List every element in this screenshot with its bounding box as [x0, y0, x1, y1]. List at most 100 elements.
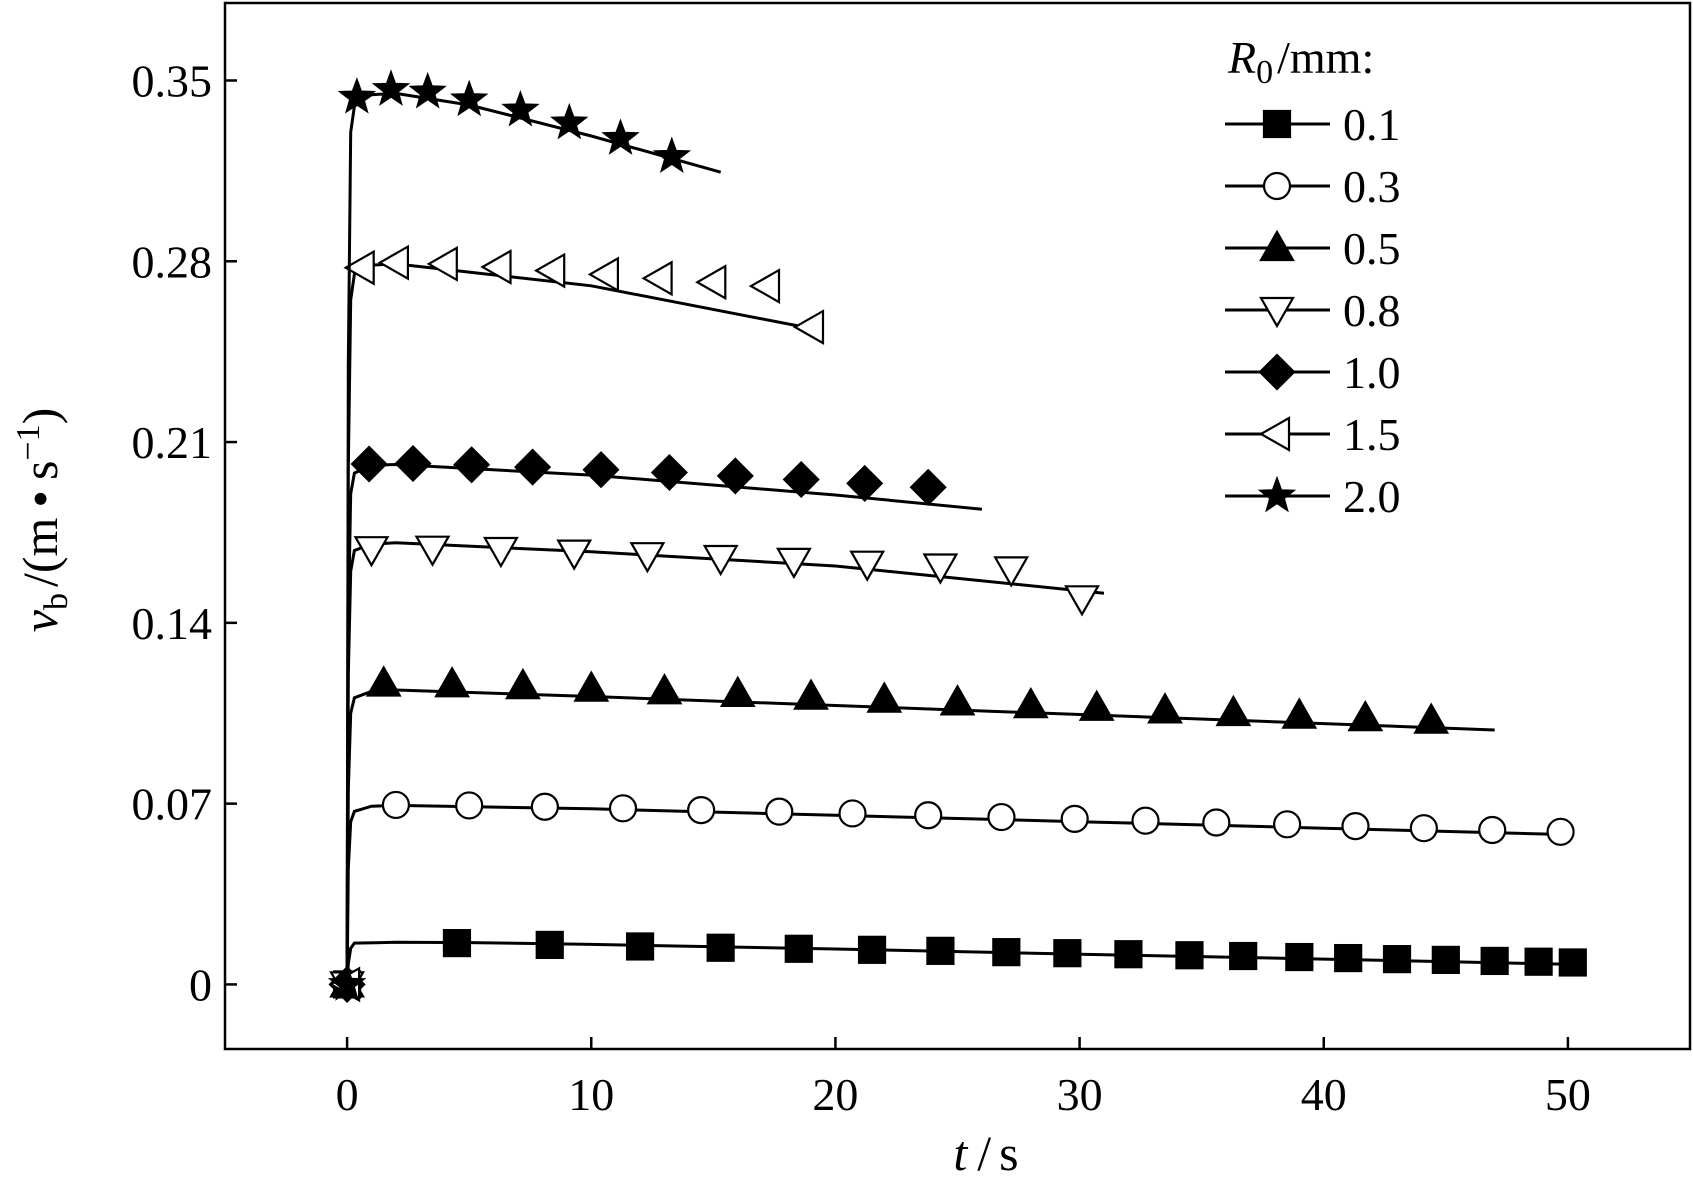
- data-point: [695, 264, 727, 301]
- data-point: [748, 268, 781, 304]
- data-point: [442, 929, 472, 958]
- y-tick-label: 0.14: [132, 598, 213, 649]
- x-tick-label: 10: [568, 1069, 614, 1120]
- data-point: [1281, 697, 1318, 729]
- data-point: [1334, 943, 1363, 973]
- legend-entry-0.5: 0.5: [1225, 223, 1401, 274]
- data-point: [1285, 942, 1314, 972]
- data-point: [1175, 941, 1204, 970]
- data-point: [1229, 941, 1258, 971]
- data-point: [706, 933, 735, 962]
- y-axis-label: vb /(m • s−1): [10, 408, 75, 632]
- data-point: [343, 249, 375, 286]
- data-point: [394, 444, 432, 483]
- x-tick-label: 50: [1545, 1069, 1591, 1120]
- data-point: [381, 790, 411, 820]
- y-axis-sep: /: [12, 573, 68, 587]
- data-point: [652, 136, 692, 174]
- legend-entry-1.5: 1.5: [1225, 409, 1401, 460]
- y-tick-label: 0.07: [132, 779, 213, 830]
- data-point: [350, 445, 388, 483]
- data-point: [687, 795, 716, 825]
- legend-marker: [1262, 109, 1292, 139]
- data-point: [1409, 814, 1438, 843]
- series-0.1: [332, 929, 1587, 999]
- x-axis-unit: s: [999, 1125, 1018, 1180]
- x-tick-label: 20: [812, 1069, 858, 1120]
- data-point: [1114, 940, 1143, 969]
- data-point: [793, 678, 829, 710]
- y-axis-var: v: [12, 609, 68, 632]
- data-point: [556, 539, 593, 571]
- legend-title-rest: /mm:: [1277, 32, 1374, 83]
- legend-label: 0.1: [1343, 99, 1401, 150]
- data-point: [608, 794, 638, 823]
- data-point: [625, 932, 655, 961]
- data-point: [1341, 812, 1370, 841]
- data-point: [782, 460, 820, 499]
- data-point: [434, 666, 470, 698]
- x-tick-label: 40: [1301, 1069, 1347, 1120]
- legend-entry-0.3: 0.3: [1225, 161, 1401, 212]
- legend-label: 2.0: [1343, 471, 1401, 522]
- y-tick-label: 0.21: [132, 417, 213, 468]
- series-layer: [327, 69, 1587, 1003]
- data-point: [992, 938, 1021, 967]
- series-1.5: [328, 244, 825, 1003]
- data-point: [327, 964, 367, 1001]
- data-point: [455, 791, 484, 820]
- data-point: [480, 249, 512, 285]
- legend-label: 0.5: [1343, 223, 1401, 274]
- data-point: [414, 535, 451, 567]
- data-point: [371, 69, 411, 106]
- series-1.0: [328, 444, 983, 1003]
- series-2.0: [327, 69, 722, 1001]
- data-point: [1478, 815, 1507, 845]
- data-point: [702, 544, 739, 577]
- data-point: [776, 547, 812, 580]
- legend-entry-0.8: 0.8: [1225, 285, 1401, 336]
- data-point: [483, 536, 519, 569]
- legend-marker: [1258, 416, 1291, 452]
- data-point: [1202, 808, 1231, 837]
- x-tick-label: 0: [336, 1069, 359, 1120]
- data-point: [1431, 945, 1460, 974]
- legend-marker: [1259, 296, 1295, 329]
- data-point: [646, 673, 683, 705]
- legend-label: 1.5: [1343, 409, 1401, 460]
- data-point: [337, 77, 377, 114]
- data-point: [939, 684, 976, 716]
- legend-title-sub: 0: [1256, 54, 1273, 91]
- y-axis-sub: b: [38, 593, 75, 610]
- series-line: [345, 541, 1105, 985]
- data-point: [587, 256, 620, 293]
- data-point: [857, 935, 887, 964]
- x-tick-label: 30: [1057, 1069, 1103, 1120]
- data-point: [505, 667, 541, 700]
- legend-label: 0.8: [1343, 285, 1401, 336]
- y-axis-close: ): [12, 408, 68, 425]
- data-point: [926, 936, 955, 965]
- data-point: [1413, 702, 1450, 734]
- data-point: [1147, 692, 1183, 724]
- legend-label: 1.0: [1343, 347, 1401, 398]
- legend: R0/mm: 0.1 0.3 0.5 0.8 1.0 1.5 2.0: [1225, 32, 1401, 522]
- data-point: [1558, 948, 1587, 977]
- data-point: [501, 90, 540, 127]
- series-0.5: [329, 665, 1495, 998]
- data-point: [909, 468, 947, 506]
- legend-entry-2.0: 2.0: [1225, 471, 1401, 522]
- legend-entry-0.1: 0.1: [1225, 99, 1401, 150]
- y-tick-label: 0: [189, 959, 212, 1010]
- y-axis-unit: (m • s: [12, 461, 68, 574]
- x-axis-var: t: [953, 1125, 968, 1180]
- data-point: [1215, 694, 1252, 727]
- data-point: [914, 801, 943, 830]
- data-point: [838, 799, 867, 828]
- data-point: [650, 453, 688, 492]
- data-point: [533, 252, 566, 289]
- data-point: [550, 102, 589, 140]
- data-point: [1078, 689, 1115, 721]
- data-point: [365, 665, 402, 697]
